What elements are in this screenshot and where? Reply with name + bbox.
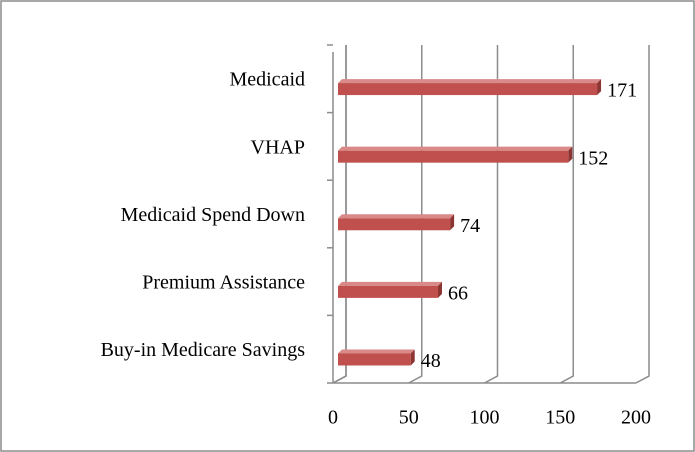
data-label: 152 bbox=[578, 147, 608, 169]
bar-side bbox=[597, 79, 602, 96]
bar bbox=[338, 349, 415, 366]
x-tick-label: 100 bbox=[470, 407, 500, 429]
bar-top bbox=[338, 349, 415, 354]
bar-side bbox=[437, 281, 442, 298]
x-tick-label: 50 bbox=[399, 407, 419, 429]
data-label: 74 bbox=[460, 215, 480, 237]
bar bbox=[338, 146, 573, 163]
y-tick-label: Medicaid Spend Down bbox=[121, 204, 305, 226]
bar bbox=[338, 281, 442, 298]
x-tick-label: 200 bbox=[621, 407, 651, 429]
bar-side bbox=[450, 214, 455, 231]
bar-side bbox=[410, 349, 415, 366]
y-tick-label: Medicaid bbox=[229, 69, 305, 91]
y-tick-label: VHAP bbox=[251, 136, 305, 158]
grid-line bbox=[635, 45, 650, 384]
bar-top bbox=[338, 79, 602, 84]
bar bbox=[338, 214, 455, 231]
bar-top bbox=[338, 214, 455, 219]
x-tick-label: 0 bbox=[328, 407, 338, 429]
bar-front bbox=[338, 150, 569, 163]
x-tick-label: 150 bbox=[545, 407, 575, 429]
y-tick-label: Buy-in Medicare Savings bbox=[101, 339, 306, 361]
bar-front bbox=[338, 83, 598, 96]
data-label: 66 bbox=[448, 282, 468, 304]
data-label: 48 bbox=[421, 350, 441, 372]
bar-front bbox=[338, 285, 438, 298]
bar bbox=[338, 79, 602, 96]
bar-top bbox=[338, 146, 573, 151]
bar-front bbox=[338, 353, 411, 366]
bar-top bbox=[338, 281, 442, 286]
bar-front bbox=[338, 218, 451, 231]
grid-line bbox=[559, 45, 574, 384]
bar-side bbox=[568, 146, 573, 163]
data-label: 171 bbox=[607, 80, 637, 102]
y-tick-label: Premium Assistance bbox=[142, 271, 305, 293]
